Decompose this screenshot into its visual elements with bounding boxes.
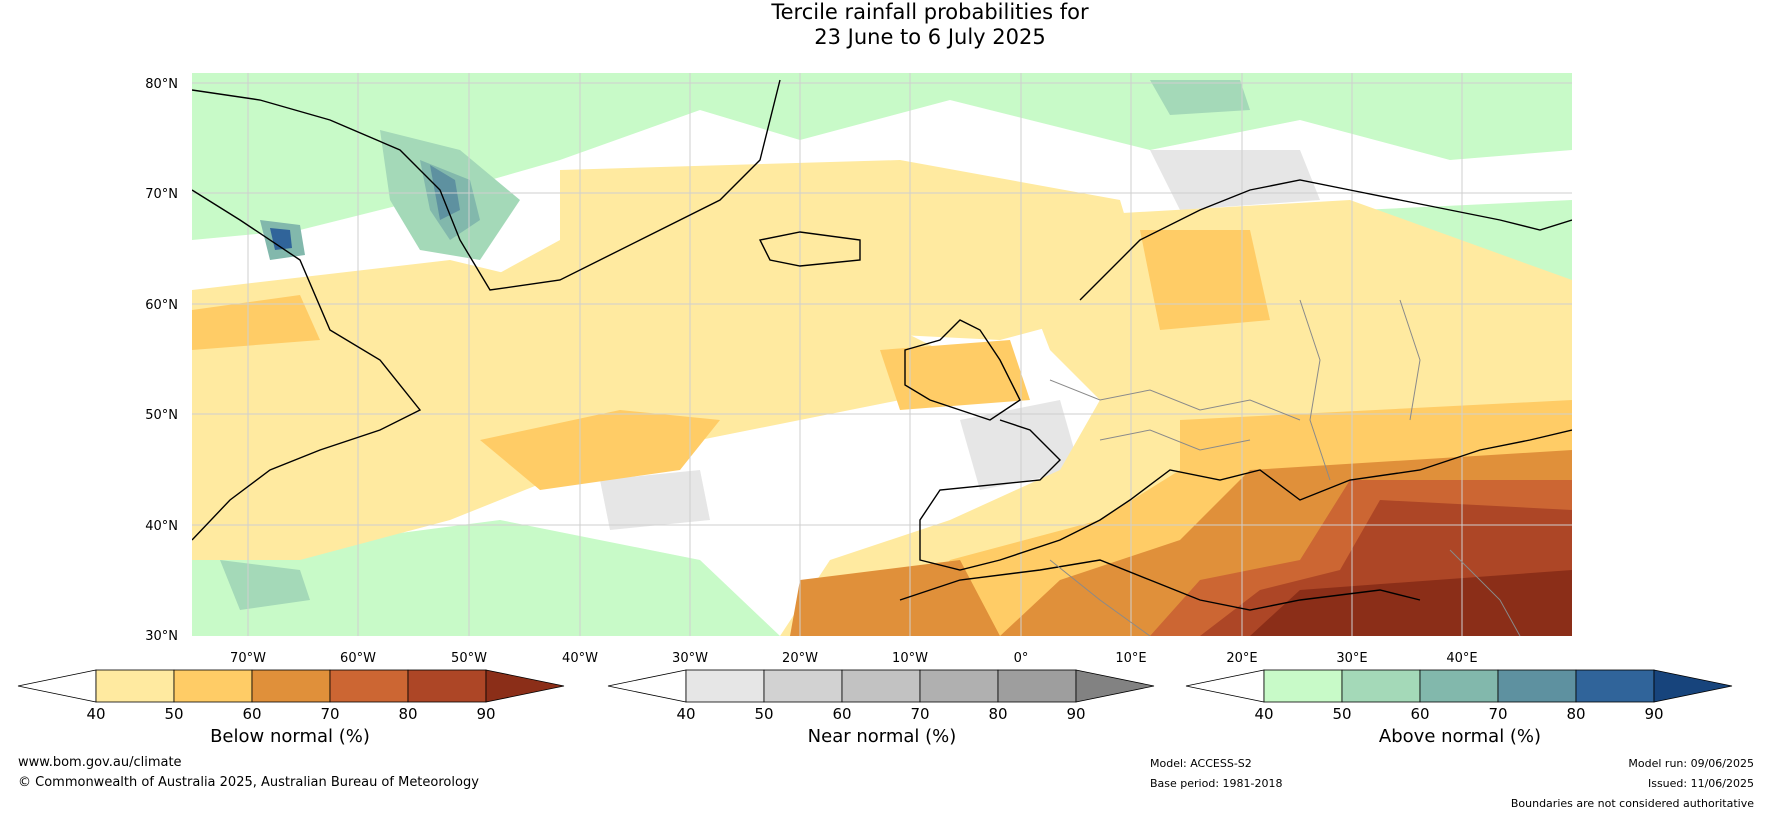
colorbar-above-tick-90: 90 bbox=[1644, 705, 1663, 723]
coast-canada bbox=[192, 189, 422, 541]
colorbar-near-segment-1 bbox=[763, 669, 843, 703]
colorbar-above-over-triangle bbox=[1653, 669, 1733, 703]
colorbar-above-segment-2 bbox=[1419, 669, 1499, 703]
colorbar-above-tick-40: 40 bbox=[1254, 705, 1273, 723]
lat-tick-60: 60°N bbox=[145, 298, 178, 313]
colorbar-near-tick-60: 60 bbox=[832, 705, 851, 723]
lon-tick-30w: 30°W bbox=[672, 651, 708, 666]
coast-north-africa bbox=[899, 559, 1421, 611]
colorbars: 40 50 60 70 80 90 40 50 60 70 80 90 40 50 60 70 80 90 bbox=[17, 669, 1733, 723]
title-line-1: Tercile rainfall probabilities for bbox=[771, 0, 1089, 24]
colorbar-above-segment-0 bbox=[1263, 669, 1343, 703]
colorbar-label-above: Above normal (%) bbox=[1378, 726, 1542, 747]
coastlines bbox=[192, 79, 1572, 611]
lat-tick-40: 40°N bbox=[145, 519, 178, 534]
colorbar-near-segment-0 bbox=[685, 669, 765, 703]
model-run-text: Model run: 09/06/2025 bbox=[1628, 757, 1754, 770]
colorbar-below-segment-4 bbox=[407, 669, 487, 703]
colorbar-above-tick-70: 70 bbox=[1488, 705, 1507, 723]
colorbar-below-tick-80: 80 bbox=[398, 705, 417, 723]
lat-tick-30: 30°N bbox=[145, 629, 178, 644]
colorbar-above-tick-60: 60 bbox=[1410, 705, 1429, 723]
above-normal-atlantic-patch bbox=[220, 560, 310, 610]
title-line-2: 23 June to 6 July 2025 bbox=[814, 25, 1046, 49]
lat-tick-70: 70°N bbox=[145, 187, 178, 202]
near-normal-france bbox=[960, 400, 1080, 490]
colorbar-above-under-triangle bbox=[1185, 669, 1265, 703]
colorbar-near-tick-50: 50 bbox=[754, 705, 773, 723]
lon-tick-70w: 70°W bbox=[230, 651, 266, 666]
colorbar-below-segment-1 bbox=[173, 669, 253, 703]
colorbar-below-tick-70: 70 bbox=[320, 705, 339, 723]
coast-british-isles bbox=[904, 319, 1021, 421]
near-normal-atlantic bbox=[600, 470, 710, 530]
below-normal-scandinavia bbox=[1140, 230, 1270, 330]
colorbar-below-segment-3 bbox=[329, 669, 409, 703]
colorbar-above-segment-3 bbox=[1497, 669, 1577, 703]
disclaimer-text: Boundaries are not considered authoritat… bbox=[1510, 797, 1754, 810]
lon-tick-0: 0° bbox=[1014, 651, 1029, 666]
lon-tick-20w: 20°W bbox=[782, 651, 818, 666]
base-period-text: Base period: 1981-2018 bbox=[1150, 777, 1283, 790]
colorbar-below-tick-40: 40 bbox=[86, 705, 105, 723]
colorbar-below-segment-2 bbox=[251, 669, 331, 703]
colorbar-above-segment-1 bbox=[1341, 669, 1421, 703]
chart-title: Tercile rainfall probabilities for 23 Ju… bbox=[0, 0, 1770, 50]
lat-tick-80: 80°N bbox=[145, 77, 178, 92]
above-normal-svalbard bbox=[1150, 80, 1250, 115]
colorbar-below-tick-90: 90 bbox=[476, 705, 495, 723]
lon-tick-50w: 50°W bbox=[451, 651, 487, 666]
lat-tick-50: 50°N bbox=[145, 408, 178, 423]
coast-scandinavia bbox=[1079, 179, 1572, 301]
colorbar-label-near: Near normal (%) bbox=[807, 726, 957, 747]
colorbar-near-tick-40: 40 bbox=[676, 705, 695, 723]
colorbar-below-segment-0 bbox=[95, 669, 175, 703]
colorbar-below-tick-60: 60 bbox=[242, 705, 261, 723]
coast-iceland bbox=[758, 231, 861, 267]
issued-text: Issued: 11/06/2025 bbox=[1647, 777, 1754, 790]
copyright-text: © Commonwealth of Australia 2025, Austra… bbox=[18, 775, 479, 790]
below-normal-levant bbox=[1250, 570, 1572, 636]
above-normal-arctic bbox=[192, 73, 1572, 240]
lon-tick-10w: 10°W bbox=[892, 651, 928, 666]
lon-tick-40w: 40°W bbox=[562, 651, 598, 666]
near-normal-arctic bbox=[1150, 150, 1320, 210]
coast-greenland bbox=[192, 79, 781, 291]
lon-tick-30e: 30°E bbox=[1336, 651, 1367, 666]
lat-tick-labels: 80°N 70°N 60°N 50°N 40°N 30°N bbox=[145, 77, 178, 644]
colorbar-near-over-triangle bbox=[1075, 669, 1155, 703]
colorbar-near-segment-2 bbox=[841, 669, 921, 703]
colorbar-above-tick-80: 80 bbox=[1566, 705, 1585, 723]
colorbar-near-tick-90: 90 bbox=[1066, 705, 1085, 723]
below-normal-atlantic-core bbox=[480, 410, 720, 490]
colorbar-near-tick-70: 70 bbox=[910, 705, 929, 723]
lon-tick-60w: 60°W bbox=[340, 651, 376, 666]
colorbar-near-segment-4 bbox=[997, 669, 1077, 703]
below-normal-band-inner bbox=[192, 295, 320, 350]
colorbar-near-tick-80: 80 bbox=[988, 705, 1007, 723]
colorbar-near-under-triangle bbox=[607, 669, 687, 703]
lon-tick-labels: 70°W 60°W 50°W 40°W 30°W 20°W 10°W 0° 10… bbox=[230, 651, 1478, 666]
model-text: Model: ACCESS-S2 bbox=[1150, 757, 1252, 770]
colorbar-near-segment-3 bbox=[919, 669, 999, 703]
coast-europe-west bbox=[919, 419, 1572, 571]
probability-shading bbox=[192, 73, 1572, 636]
lon-tick-40e: 40°E bbox=[1446, 651, 1477, 666]
colorbar-below-tick-50: 50 bbox=[164, 705, 183, 723]
colorbar-above-tick-50: 50 bbox=[1332, 705, 1351, 723]
country-borders bbox=[1049, 299, 1521, 636]
gridlines bbox=[192, 73, 1572, 636]
below-normal-iberia-sahara bbox=[790, 560, 1000, 636]
colorbar-above-segment-4 bbox=[1575, 669, 1655, 703]
lon-tick-10e: 10°E bbox=[1115, 651, 1146, 666]
colorbar-below-under-triangle bbox=[17, 669, 97, 703]
below-normal-band bbox=[192, 260, 1000, 560]
lon-tick-20e: 20°E bbox=[1226, 651, 1257, 666]
colorbar-below-over-triangle bbox=[485, 669, 565, 703]
website-text: www.bom.gov.au/climate bbox=[18, 755, 182, 770]
colorbar-label-below: Below normal (%) bbox=[210, 726, 370, 747]
